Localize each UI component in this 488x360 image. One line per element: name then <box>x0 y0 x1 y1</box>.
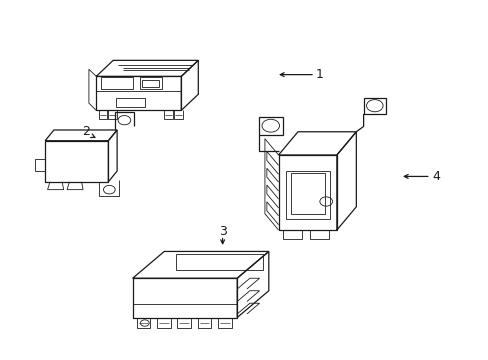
Text: 4: 4 <box>432 170 440 183</box>
Bar <box>116 98 144 108</box>
Bar <box>142 81 159 87</box>
Text: 1: 1 <box>315 68 323 81</box>
Bar <box>176 254 262 270</box>
Bar <box>101 77 132 89</box>
Bar <box>290 173 324 214</box>
Bar <box>140 77 162 89</box>
Text: 2: 2 <box>82 125 90 138</box>
Bar <box>285 171 329 219</box>
Text: 3: 3 <box>218 225 226 238</box>
